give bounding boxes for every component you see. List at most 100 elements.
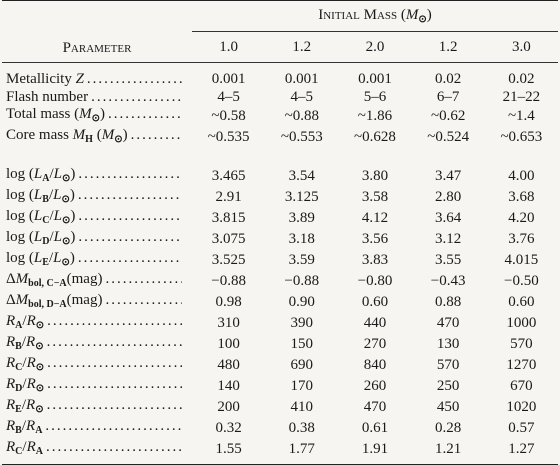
blank (2, 1, 192, 32)
cell-value: 0.001 (211, 71, 246, 88)
text-segment: Δ (6, 292, 16, 308)
text-segment: L (53, 250, 62, 266)
label-text: RD/R⊙ (6, 376, 44, 397)
cell-value: 3.465 (211, 168, 246, 184)
cell-value: 4–5 (290, 88, 314, 105)
cell-value: 4.20 (508, 210, 535, 226)
cell-value: ~0.535 (207, 129, 250, 145)
label-text: log (LA/L⊙) (6, 166, 75, 187)
label-wrap: RA/R⊙ (6, 313, 192, 334)
cell-value: 3.58 (361, 189, 389, 205)
text-segment: / (21, 334, 27, 350)
cell-value: 3.59 (288, 252, 315, 268)
cell-value: 3.55 (435, 252, 462, 268)
cell-value: 3.525 (211, 252, 246, 268)
row-label: RC/R⊙ (2, 355, 192, 376)
dot-leader (78, 187, 182, 204)
label-text: log (LD/L⊙) (6, 229, 75, 250)
parameter-header: Parameter (2, 31, 192, 63)
cell-value: 1.27 (484, 439, 558, 465)
cell-value: 0.001 (358, 71, 392, 88)
row-label: RA/R⊙ (2, 313, 192, 334)
dot-leader (78, 166, 182, 183)
dot-leader (78, 208, 182, 225)
dot-leader (47, 334, 182, 351)
cell-value: 0.88 (435, 294, 462, 310)
label-text: ΔMbol, D−A(mag) (6, 292, 102, 313)
cell-value: 3.47 (435, 168, 462, 184)
cell-value: 480 (217, 357, 240, 373)
cell-value: −0.88 (211, 273, 246, 289)
label-text: Total mass (M⊙) (6, 106, 105, 127)
row-label: log (LA/L⊙) (2, 166, 192, 187)
cell-value: ~0.58 (211, 108, 246, 124)
row-label: log (LC/L⊙) (2, 208, 192, 229)
label-text: Flash number (6, 89, 88, 106)
cell-value: 3.80 (361, 168, 389, 184)
label-wrap: Flash number (6, 89, 192, 106)
row-label: Total mass (M⊙) (2, 106, 192, 127)
cell-value: 410 (290, 399, 314, 415)
dot-leader (46, 439, 182, 456)
text-segment: ⊙ (35, 404, 44, 415)
table-row: ΔMbol, D−A(mag) 0.98 0.90 0.60 0.88 0.60 (2, 292, 558, 313)
cell-value: 4.015 (504, 252, 539, 268)
text-segment: R (6, 439, 16, 455)
label-text: ΔMbol, C−A(mag) (6, 271, 102, 292)
cell-value: 3.89 (288, 210, 315, 226)
row-label: log (LB/L⊙) (2, 187, 192, 208)
cell-value: 1000 (506, 315, 537, 331)
label-wrap: Total mass (M⊙) (6, 106, 192, 127)
text-segment: L (53, 166, 63, 182)
cell-value: 3.64 (435, 210, 462, 226)
dot-leader (47, 355, 182, 372)
row-label: log (LD/L⊙) (2, 229, 192, 250)
text-segment: A (35, 425, 43, 436)
cell-value: 5–6 (363, 88, 387, 105)
cell-value: 0.60 (508, 294, 535, 310)
text-segment: ) (70, 166, 76, 182)
cell-value: 260 (363, 378, 387, 394)
cell-value: 21–22 (502, 88, 541, 105)
table-row: Metallicity Z 0.001 0.001 0.001 0.02 0.02 (2, 63, 558, 89)
label-text: RC/RA (6, 439, 43, 460)
column-header: 1.0 (192, 31, 266, 63)
cell-value: 0.001 (284, 71, 319, 88)
cell-value: 3.68 (508, 189, 535, 205)
label-wrap: RB/RA (6, 418, 192, 439)
text-segment: ⊙ (418, 14, 427, 25)
label-wrap: RB/R⊙ (6, 334, 192, 355)
cell-value: 570 (510, 336, 533, 352)
text-segment: bol, D−A (28, 299, 67, 310)
cell-value: 450 (436, 399, 460, 415)
text-segment: ) (426, 7, 432, 23)
text-segment: log ( (6, 208, 34, 224)
text-segment: M (15, 292, 29, 308)
cell-value: ~0.553 (280, 129, 323, 145)
dot-leader (87, 71, 182, 88)
text-segment: / (22, 355, 27, 371)
column-header: 1.2 (265, 31, 339, 63)
row-label: RB/RA (2, 418, 192, 439)
text-segment: (mag) (66, 292, 103, 308)
text-segment: M (15, 271, 29, 287)
dot-leader (105, 271, 182, 288)
label-text: log (LE/L⊙) (6, 250, 75, 271)
cell-value: 4.12 (361, 210, 389, 226)
cell-value: 1.21 (411, 439, 485, 465)
text-segment: C (42, 215, 50, 226)
text-segment: ⊙ (35, 383, 45, 394)
cell-value: 3.125 (284, 189, 319, 205)
label-text: log (LC/L⊙) (6, 208, 75, 229)
cell-value: 840 (363, 357, 387, 373)
row-label: Core mass MH (M⊙) (2, 127, 192, 148)
cell-value: 3.54 (288, 168, 315, 184)
text-segment: L (33, 250, 43, 266)
text-segment: L (33, 208, 43, 224)
label-text: RB/RA (6, 418, 42, 439)
text-segment: Δ (6, 271, 16, 287)
cell-value: −0.50 (504, 273, 539, 289)
